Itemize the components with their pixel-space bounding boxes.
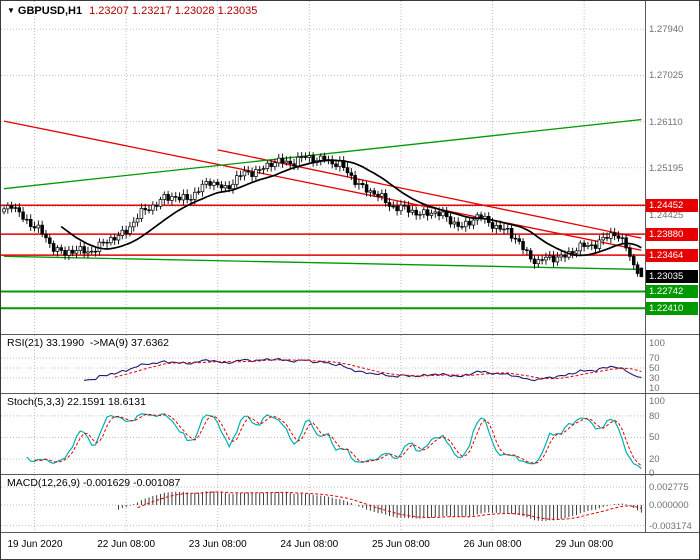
- indicator-scale-label: 30: [649, 373, 660, 384]
- price-level-badge: 1.23464: [645, 248, 698, 262]
- axis-divider: [645, 1, 646, 532]
- rsi-label: RSI(21) 33.1990 ->MA(9) 37.6362: [7, 337, 169, 349]
- time-axis[interactable]: 19 Jun 2020 22 Jun 08:00 23 Jun 08:00 24 Ju…: [1, 533, 646, 559]
- time-axis-label: 29 Jun 08:00: [555, 539, 614, 550]
- time-axis-label: 19 Jun 2020: [7, 539, 63, 550]
- symbol-label: GBPUSD,H1: [17, 5, 83, 17]
- price-level-badge: 1.24452: [645, 198, 698, 212]
- time-axis-label: 24 Jun 08:00: [280, 539, 339, 550]
- price-level-badge: 1.23880: [645, 227, 698, 241]
- panel-separator[interactable]: [1, 474, 699, 475]
- indicator-scale-label: 70: [649, 353, 660, 364]
- time-axis-label: 22 Jun 08:00: [97, 539, 156, 550]
- indicator-scale-label: 0.002775: [649, 481, 689, 493]
- price-axis-label: 1.27940: [649, 24, 684, 36]
- price-axis-label: 1.25195: [649, 162, 684, 174]
- panel-separator[interactable]: [1, 334, 699, 335]
- price-level-badge: 1.22410: [645, 301, 698, 315]
- rsi-panel[interactable]: RSI(21) 33.1990 ->MA(9) 37.6362: [1, 335, 646, 393]
- price-level-badge: 1.22742: [645, 285, 698, 299]
- panel-separator[interactable]: [1, 532, 699, 533]
- macd-panel[interactable]: MACD(12,26,9) -0.001629 -0.001087: [1, 475, 646, 532]
- time-axis-label: 23 Jun 08:00: [188, 539, 247, 550]
- indicator-scale-label: 50: [649, 432, 660, 444]
- indicator-scale-label: 80: [649, 410, 660, 422]
- indicator-scale-label: -0.003174: [649, 520, 692, 532]
- time-axis-label: 26 Jun 08:00: [463, 539, 522, 550]
- indicator-scale-label: 100: [649, 338, 665, 349]
- price-level-badge: 1.23035: [645, 270, 698, 284]
- price-axis[interactable]: 1.27940 1.27025 1.26110 1.25195 1.24425 1.244…: [645, 1, 699, 532]
- panel-separator[interactable]: [1, 393, 699, 394]
- ohlc-values: 1.23207 1.23217 1.23028 1.23035: [89, 5, 258, 17]
- indicator-scale-label: 0: [649, 468, 654, 479]
- price-axis-label: 1.26110: [649, 116, 683, 128]
- symbol-dropdown-icon[interactable]: ▼: [7, 6, 15, 15]
- price-axis-label: 1.27025: [649, 70, 684, 82]
- stoch-label: Stoch(5,3,3) 22.1591 18.6131: [7, 396, 146, 408]
- time-axis-label: 25 Jun 08:00: [372, 539, 430, 550]
- main-chart[interactable]: [1, 1, 646, 334]
- indicator-scale-label: 50: [649, 363, 660, 374]
- macd-label: MACD(12,26,9) -0.001629 -0.001087: [7, 477, 181, 489]
- price-axis-label: 1.24425: [649, 210, 684, 222]
- indicator-scale-label: 100: [649, 396, 665, 408]
- stoch-panel[interactable]: Stoch(5,3,3) 22.1591 18.6131: [1, 394, 646, 474]
- indicator-scale-label: 10: [649, 383, 660, 394]
- chart-title: ▼ GBPUSD,H1 1.23207 1.23217 1.23028 1.2303…: [7, 5, 257, 17]
- indicator-scale-label: 0.000000: [649, 500, 689, 511]
- indicator-scale-label: 20: [649, 454, 660, 466]
